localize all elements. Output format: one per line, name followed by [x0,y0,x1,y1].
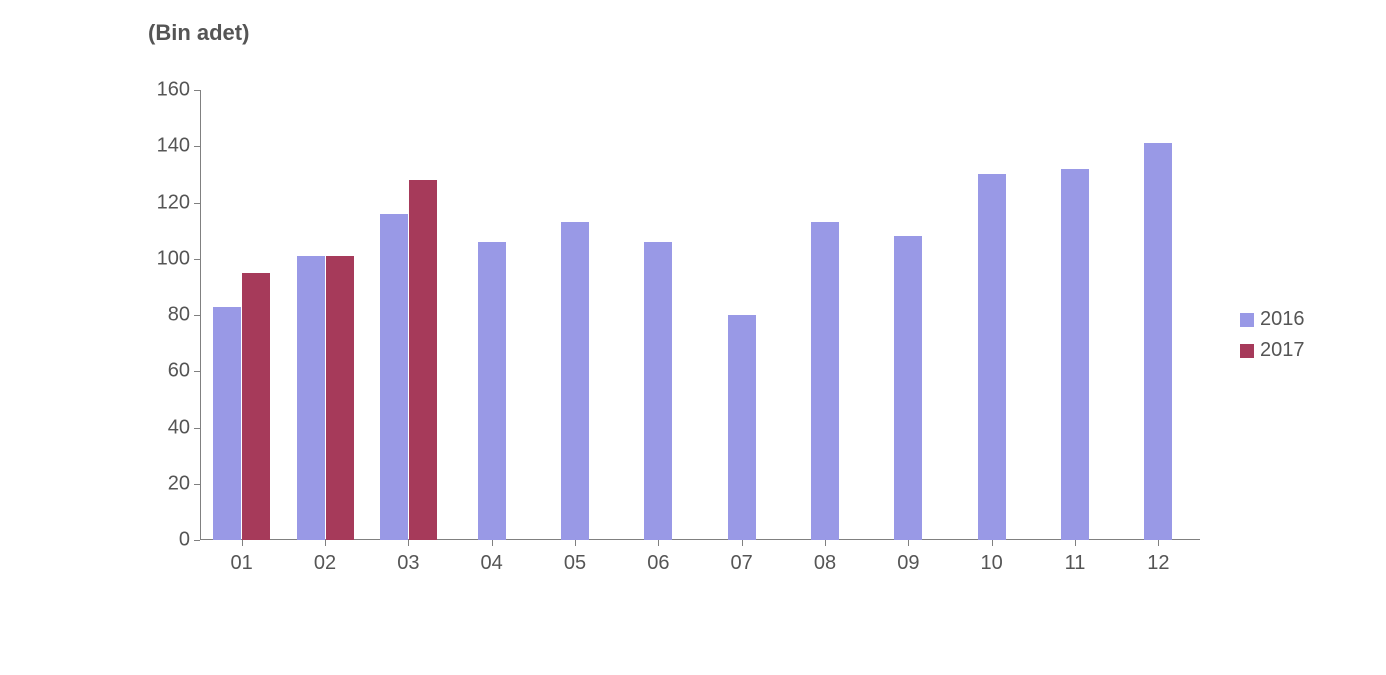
x-tick [492,540,493,546]
x-tick [658,540,659,546]
legend-item-2016: 2016 [1240,308,1305,331]
y-tick [194,484,200,485]
y-tick [194,203,200,204]
legend-swatch [1240,344,1254,358]
bar-2016-12 [1144,143,1172,540]
y-tick-label: 80 [168,304,190,327]
bar-2016-01 [213,307,241,540]
x-tick-label: 09 [897,552,919,575]
y-tick [194,428,200,429]
legend-swatch [1240,313,1254,327]
y-tick [194,540,200,541]
bar-2016-11 [1061,169,1089,540]
bar-2017-01 [242,273,270,540]
y-tick [194,90,200,91]
chart-container: (Bin adet) 02040608010012014016001020304… [140,20,1360,660]
bar-2016-05 [561,222,589,540]
y-tick [194,371,200,372]
legend-item-2017: 2017 [1240,339,1305,362]
y-tick [194,259,200,260]
bar-2017-03 [409,180,437,540]
x-tick [242,540,243,546]
bar-2016-04 [478,242,506,540]
y-axis-line [200,90,201,540]
x-tick [575,540,576,546]
x-tick-label: 12 [1147,552,1169,575]
bar-2016-06 [644,242,672,540]
legend-label: 2016 [1260,308,1305,331]
x-tick-label: 10 [981,552,1003,575]
x-tick-label: 11 [1065,552,1086,575]
bar-2016-08 [811,222,839,540]
bar-2016-03 [380,214,408,540]
y-tick-label: 40 [168,416,190,439]
x-tick [992,540,993,546]
x-tick-label: 08 [814,552,836,575]
y-tick-label: 100 [157,247,190,270]
y-tick-label: 120 [157,191,190,214]
bar-2016-07 [728,315,756,540]
y-tick-label: 20 [168,472,190,495]
y-tick-label: 160 [157,79,190,102]
bar-2016-02 [297,256,325,540]
y-tick [194,146,200,147]
x-tick-label: 01 [231,552,253,575]
x-tick-label: 05 [564,552,586,575]
chart-title: (Bin adet) [148,20,249,46]
x-tick-label: 07 [731,552,753,575]
x-tick [742,540,743,546]
plot-area: 0204060801001201401600102030405060708091… [200,90,1200,540]
bar-2016-10 [978,174,1006,540]
x-tick [408,540,409,546]
x-tick [908,540,909,546]
x-tick [1158,540,1159,546]
x-tick-label: 03 [397,552,419,575]
x-tick-label: 06 [647,552,669,575]
x-tick [325,540,326,546]
y-tick-label: 60 [168,360,190,383]
legend: 2016 2017 [1240,300,1305,370]
x-tick [1075,540,1076,546]
legend-label: 2017 [1260,339,1305,362]
y-tick-label: 140 [157,135,190,158]
bar-2017-02 [326,256,354,540]
x-tick-label: 02 [314,552,336,575]
bar-2016-09 [894,236,922,540]
x-tick [825,540,826,546]
x-tick-label: 04 [481,552,503,575]
y-tick-label: 0 [179,529,190,552]
y-tick [194,315,200,316]
